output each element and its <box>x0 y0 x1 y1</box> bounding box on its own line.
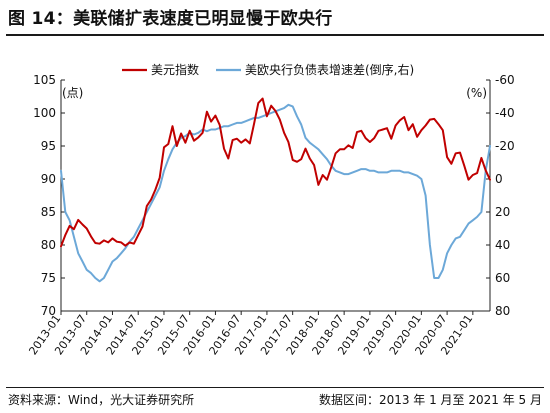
left-axis-unit: (点) <box>62 86 83 100</box>
left-tick-label: 70 <box>41 304 56 318</box>
left-tick-label: 100 <box>33 106 56 120</box>
source-note: 资料来源：Wind，光大证券研究所 <box>8 393 195 407</box>
right-tick-label: -40 <box>495 106 515 120</box>
series-group <box>60 97 491 283</box>
right-tick-label: 60 <box>495 271 510 285</box>
axes <box>60 79 491 315</box>
data-range-note: 数据区间：2013 年 1 月至 2021 年 5 月 <box>318 393 542 407</box>
legend-label-balance-sheet-spread: 美欧央行负债表增速差(倒序,右) <box>245 62 414 77</box>
series-line-dollar-index <box>60 97 491 248</box>
right-tick-label: 0 <box>495 172 503 186</box>
left-tick-label: 90 <box>41 172 56 186</box>
right-tick-label: 20 <box>495 205 510 219</box>
left-tick-label: 95 <box>41 139 56 153</box>
right-tick-label: -20 <box>495 139 515 153</box>
title-rule <box>6 34 544 36</box>
left-tick-label: 105 <box>33 73 56 87</box>
legend-label-dollar-index: 美元指数 <box>151 62 199 77</box>
left-tick-label: 75 <box>41 271 56 285</box>
left-tick-label: 80 <box>41 238 56 252</box>
chart: 美元指数 美欧央行负债表增速差(倒序,右) (点) (%) 70 75 80 85 90… <box>26 62 514 357</box>
right-tick-label: 80 <box>495 304 510 318</box>
legend: 美元指数 美欧央行负债表增速差(倒序,右) <box>122 62 414 77</box>
right-tick-label: -60 <box>495 73 515 87</box>
right-axis-unit: (%) <box>466 86 487 100</box>
footer-rule <box>6 387 544 388</box>
left-tick-label: 85 <box>41 205 56 219</box>
figure-title: 图 14：美联储扩表速度已明显慢于欧央行 <box>8 9 333 29</box>
series-line-balance-sheet-spread <box>60 103 491 283</box>
right-tick-label: 40 <box>495 238 510 252</box>
